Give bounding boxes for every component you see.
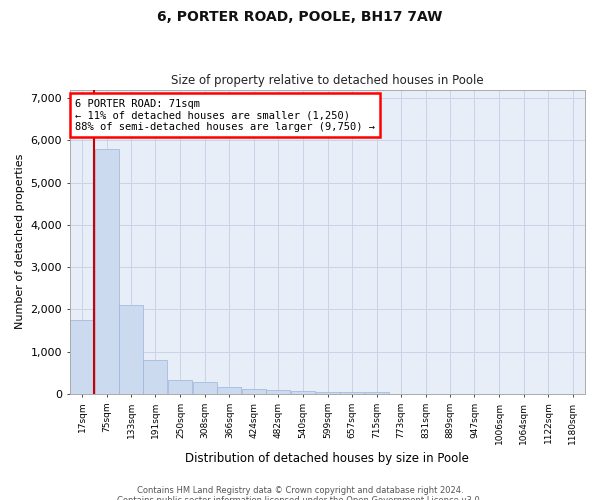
Y-axis label: Number of detached properties: Number of detached properties <box>15 154 25 330</box>
Title: Size of property relative to detached houses in Poole: Size of property relative to detached ho… <box>171 74 484 87</box>
Bar <box>340 392 364 394</box>
Bar <box>95 148 119 394</box>
Text: 6, PORTER ROAD, POOLE, BH17 7AW: 6, PORTER ROAD, POOLE, BH17 7AW <box>157 10 443 24</box>
Text: Contains public sector information licensed under the Open Government Licence v3: Contains public sector information licen… <box>118 496 482 500</box>
Bar <box>193 382 217 394</box>
Bar <box>365 392 389 394</box>
Bar <box>119 305 143 394</box>
Bar <box>316 392 340 394</box>
Text: Contains HM Land Registry data © Crown copyright and database right 2024.: Contains HM Land Registry data © Crown c… <box>137 486 463 495</box>
X-axis label: Distribution of detached houses by size in Poole: Distribution of detached houses by size … <box>185 452 469 465</box>
Text: 6 PORTER ROAD: 71sqm
← 11% of detached houses are smaller (1,250)
88% of semi-de: 6 PORTER ROAD: 71sqm ← 11% of detached h… <box>75 98 375 132</box>
Bar <box>217 386 241 394</box>
Bar <box>70 320 94 394</box>
Bar <box>242 388 266 394</box>
Bar <box>266 390 290 394</box>
Bar <box>291 391 315 394</box>
Bar <box>143 360 167 394</box>
Bar <box>169 380 193 394</box>
